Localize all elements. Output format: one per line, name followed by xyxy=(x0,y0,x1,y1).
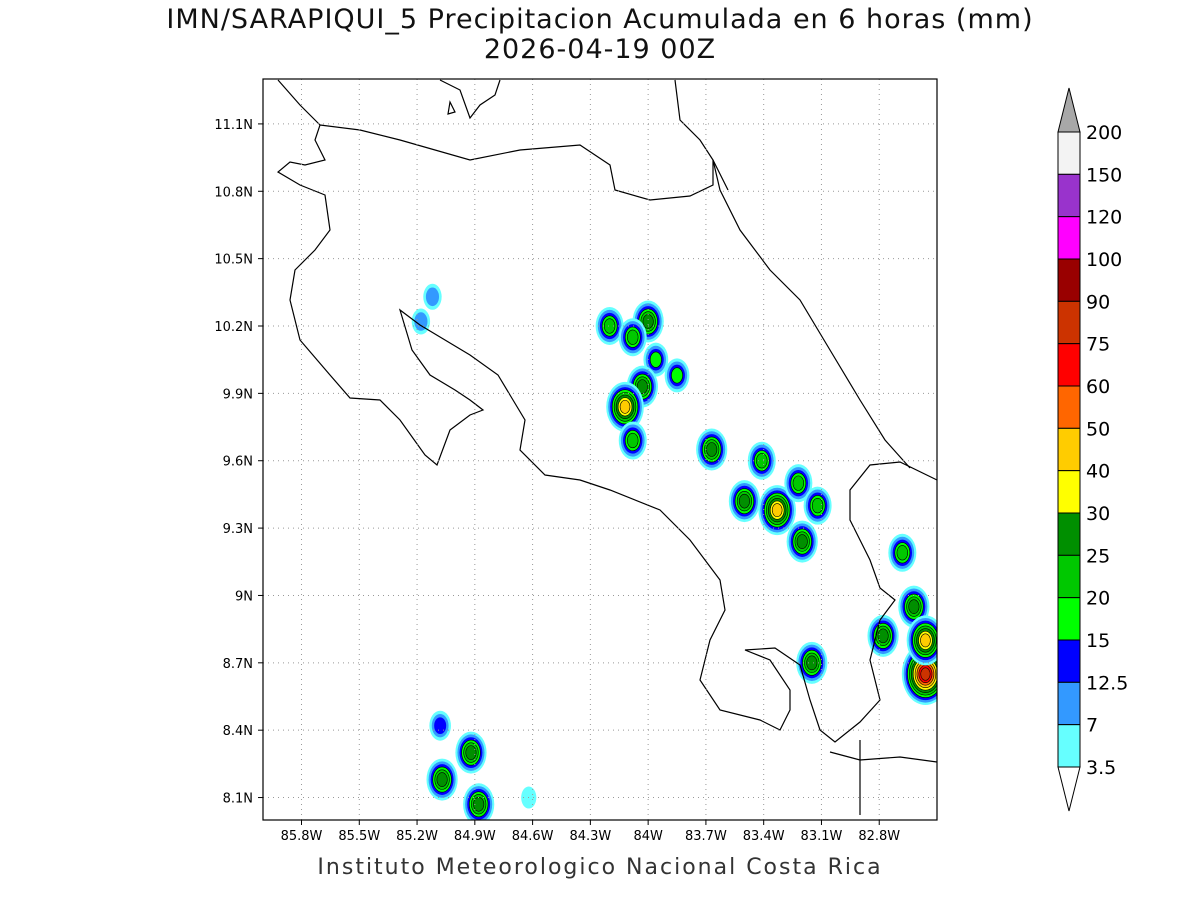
coastline xyxy=(276,79,937,743)
precip-contour xyxy=(434,717,447,735)
lat-tick-label: 11.1N xyxy=(214,118,253,133)
colorbar-label: 60 xyxy=(1086,376,1110,398)
colorbar-label: 75 xyxy=(1086,334,1110,356)
map-title: IMN/SARAPIQUI_5 Precipitacion Acumulada … xyxy=(166,4,1034,35)
colorbar-swatch xyxy=(1057,639,1081,683)
colorbar-swatch xyxy=(1057,343,1081,387)
colorbar-label: 90 xyxy=(1086,291,1110,313)
grid-lines xyxy=(263,79,937,820)
colorbar-swatch xyxy=(1057,385,1081,429)
lat-tick-label: 9N xyxy=(235,589,253,604)
precip-contour xyxy=(877,628,889,644)
colorbar-label: 3.5 xyxy=(1086,757,1116,779)
precip-contour xyxy=(671,367,683,384)
colorbar-label: 150 xyxy=(1086,164,1122,186)
precip-contour xyxy=(465,745,477,760)
colorbar-under-triangle xyxy=(1057,766,1081,812)
lat-tick-label: 8.4N xyxy=(223,724,253,739)
precip-contour xyxy=(436,772,448,787)
colorbar-label: 7 xyxy=(1086,715,1098,737)
coastline xyxy=(829,751,937,763)
lon-tick-label: 83.7W xyxy=(685,829,727,844)
colorbar-swatch xyxy=(1057,258,1081,302)
colorbar-swatch xyxy=(1057,427,1081,472)
precip-contour xyxy=(649,351,662,368)
coastline xyxy=(447,100,456,115)
colorbar-swatch xyxy=(1057,173,1081,218)
map-frame xyxy=(262,78,938,821)
colorbar-swatch xyxy=(1057,216,1081,260)
coastline-layer xyxy=(276,79,937,815)
lat-tick-label: 10.8N xyxy=(214,185,253,200)
precip-contour xyxy=(425,287,440,307)
lon-tick-label: 84.6W xyxy=(512,829,554,844)
precip-contour xyxy=(806,655,818,671)
lon-tick-label: 84.9W xyxy=(454,829,496,844)
colorbar-label: 25 xyxy=(1086,545,1110,567)
precip-contour xyxy=(792,475,805,491)
precip-contour xyxy=(414,312,428,331)
colorbar-label: 40 xyxy=(1086,461,1110,483)
lon-tick-label: 82.8W xyxy=(858,829,900,844)
lon-tick-label: 83.1W xyxy=(801,829,843,844)
precip-contour xyxy=(796,534,808,549)
colorbar-swatch xyxy=(1057,554,1081,599)
lon-tick-label: 84W xyxy=(633,829,663,844)
colorbar-swatch xyxy=(1057,300,1081,345)
colorbar-swatch xyxy=(1057,512,1081,556)
colorbar-label: 200 xyxy=(1086,122,1122,144)
precip-contour xyxy=(603,318,616,334)
precip-contour xyxy=(738,493,750,509)
lat-tick-label: 9.9N xyxy=(223,387,253,402)
lon-tick-label: 84.3W xyxy=(569,829,611,844)
colorbar-swatch xyxy=(1057,470,1081,514)
colorbar-label: 15 xyxy=(1086,630,1110,652)
colorbar-label: 30 xyxy=(1086,503,1110,525)
coastline xyxy=(439,79,501,120)
precip-contour xyxy=(908,599,920,614)
longitude-axis: 85.8W 85.5W 85.2W 84.9W 84.6W 84.3W 84W 83.7W 83… xyxy=(281,820,900,844)
lon-tick-label: 85.5W xyxy=(338,829,380,844)
lat-tick-label: 8.1N xyxy=(223,792,253,807)
colorbar-label: 100 xyxy=(1086,249,1122,271)
precipitation-layer xyxy=(411,283,937,820)
lon-tick-label: 83.4W xyxy=(743,829,785,844)
precip-contour xyxy=(920,633,931,648)
precip-contour xyxy=(619,399,631,414)
coastline xyxy=(319,124,729,201)
map-valid-time: 2026-04-19 00Z xyxy=(483,34,717,65)
colorbar-label: 12.5 xyxy=(1086,672,1128,694)
colorbar-label: 20 xyxy=(1086,588,1110,610)
coastline xyxy=(674,79,911,469)
precip-contour xyxy=(627,432,639,449)
colorbar-swatch xyxy=(1057,724,1081,768)
lat-tick-label: 10.2N xyxy=(214,320,253,335)
precip-contour xyxy=(811,498,824,514)
precip-contour xyxy=(636,379,648,394)
precip-contour xyxy=(627,329,639,345)
lat-tick-label: 8.7N xyxy=(223,657,253,672)
precip-contour xyxy=(920,667,931,681)
colorbar: 200 150 120 100 90 75 60 50 40 30 25 20 15 12.5 7 3.5 xyxy=(1057,87,1128,812)
colorbar-swatch xyxy=(1057,131,1081,175)
precip-contour xyxy=(771,503,783,518)
precip-contour xyxy=(896,545,909,561)
latitude-axis: 11.1N 10.8N 10.5N 10.2N 9.9N 9.6N 9.3N 9N 8.7N 8.… xyxy=(214,118,263,807)
footer-credit: Instituto Meteorologico Nacional Costa R… xyxy=(317,855,883,880)
colorbar-label: 120 xyxy=(1086,207,1122,229)
lat-tick-label: 9.3N xyxy=(223,522,253,537)
lat-tick-label: 9.6N xyxy=(223,455,253,470)
colorbar-over-triangle xyxy=(1057,87,1081,133)
lon-tick-label: 85.2W xyxy=(396,829,438,844)
precip-contour xyxy=(756,453,768,469)
colorbar-swatch xyxy=(1057,597,1081,641)
colorbar-swatch xyxy=(1057,681,1081,726)
colorbar-label: 50 xyxy=(1086,418,1110,440)
precip-contour xyxy=(706,442,718,457)
lon-tick-label: 85.8W xyxy=(281,829,323,844)
lat-tick-label: 10.5N xyxy=(214,253,253,268)
